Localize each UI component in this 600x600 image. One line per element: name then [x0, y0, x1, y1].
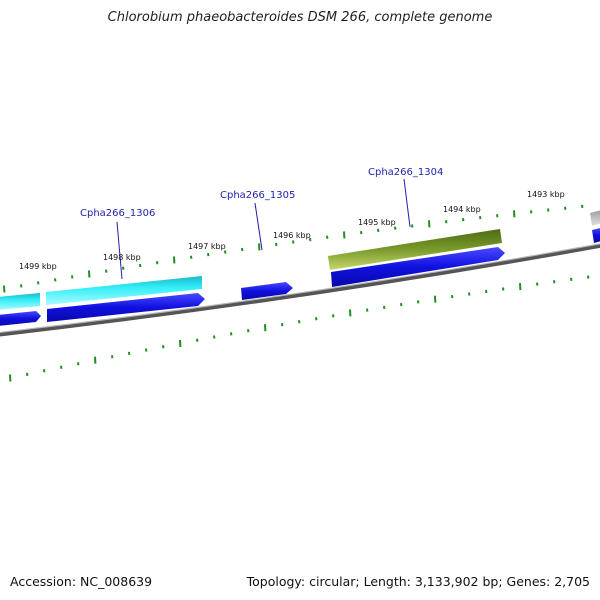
gene-label-cpha266-1306[interactable]: Cpha266_1306 — [80, 208, 155, 219]
genome-backbone-highlight — [0, 243, 600, 334]
kbp-label-1499: 1499 kbp — [19, 262, 57, 271]
kbp-label-1496: 1496 kbp — [273, 231, 311, 240]
gene-feature-cyan-1306[interactable] — [46, 276, 202, 305]
gene-label-cpha266-1305[interactable]: Cpha266_1305 — [220, 190, 295, 201]
kbp-label-1493: 1493 kbp — [527, 190, 565, 199]
callout-line-1306 — [116, 221, 123, 280]
upper-tick-track — [3, 204, 584, 293]
callout-line-1305 — [254, 202, 263, 251]
kbp-label-1495: 1495 kbp — [358, 218, 396, 227]
accession-text: Accession: NC_008639 — [10, 574, 153, 589]
genome-backbone — [0, 243, 600, 337]
map-title: Chlorobium phaeobacteroides DSM 266, com… — [107, 10, 493, 25]
gene-label-cpha266-1304[interactable]: Cpha266_1304 — [368, 167, 443, 178]
lower-tick-track — [9, 275, 590, 382]
cds-feature-1304[interactable] — [331, 247, 505, 287]
gene-feature-olive-1304[interactable] — [328, 229, 502, 270]
kbp-label-1498: 1498 kbp — [103, 253, 141, 262]
kbp-label-1497: 1497 kbp — [188, 242, 226, 251]
genome-summary-text: Topology: circular; Length: 3,133,902 bp… — [246, 574, 590, 589]
gene-feature-grey-right[interactable] — [590, 209, 600, 226]
kbp-label-1494: 1494 kbp — [443, 205, 481, 214]
cds-feature-left[interactable] — [0, 311, 41, 326]
cds-feature-1305[interactable] — [241, 282, 293, 300]
gene-feature-cyan-left[interactable] — [0, 293, 40, 310]
cds-feature-1306[interactable] — [47, 293, 205, 322]
cds-feature-right[interactable] — [592, 227, 600, 243]
callout-line-1304 — [403, 178, 411, 228]
